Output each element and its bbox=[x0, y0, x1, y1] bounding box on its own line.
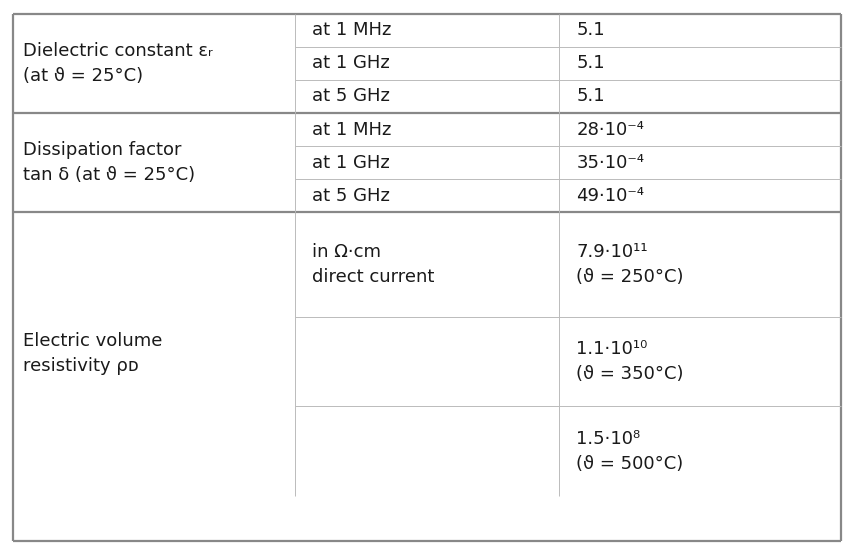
Text: at 1 MHz: at 1 MHz bbox=[311, 120, 391, 139]
Text: at 1 GHz: at 1 GHz bbox=[311, 54, 389, 72]
Text: at 1 MHz: at 1 MHz bbox=[311, 22, 391, 39]
Text: at 5 GHz: at 5 GHz bbox=[311, 88, 389, 105]
Text: 49·10⁻⁴: 49·10⁻⁴ bbox=[576, 186, 644, 205]
Text: 5.1: 5.1 bbox=[576, 54, 605, 72]
Text: Dissipation factor
tan δ (at ϑ = 25°C): Dissipation factor tan δ (at ϑ = 25°C) bbox=[23, 141, 195, 184]
Text: in Ω·cm
direct current: in Ω·cm direct current bbox=[311, 243, 433, 286]
Text: 5.1: 5.1 bbox=[576, 22, 605, 39]
Text: 7.9·10¹¹
(ϑ = 250°C): 7.9·10¹¹ (ϑ = 250°C) bbox=[576, 243, 683, 286]
Text: 35·10⁻⁴: 35·10⁻⁴ bbox=[576, 154, 644, 171]
Text: Dielectric constant εᵣ
(at ϑ = 25°C): Dielectric constant εᵣ (at ϑ = 25°C) bbox=[23, 42, 212, 85]
Text: at 1 GHz: at 1 GHz bbox=[311, 154, 389, 171]
Text: 1.5·10⁸
(ϑ = 500°C): 1.5·10⁸ (ϑ = 500°C) bbox=[576, 430, 683, 473]
Text: at 5 GHz: at 5 GHz bbox=[311, 186, 389, 205]
Text: Electric volume
resistivity ρᴅ: Electric volume resistivity ρᴅ bbox=[23, 332, 162, 375]
Text: 5.1: 5.1 bbox=[576, 88, 605, 105]
Text: 1.1·10¹⁰
(ϑ = 350°C): 1.1·10¹⁰ (ϑ = 350°C) bbox=[576, 340, 683, 384]
Text: 28·10⁻⁴: 28·10⁻⁴ bbox=[576, 120, 643, 139]
